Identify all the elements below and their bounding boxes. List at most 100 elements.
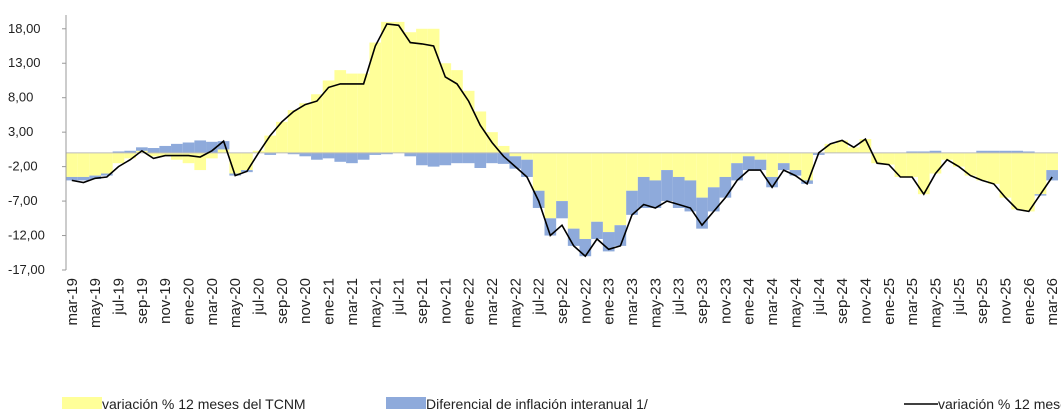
bar (89, 175, 102, 180)
bar (754, 152, 767, 160)
legend-swatch (62, 397, 102, 409)
bar (311, 152, 323, 160)
bar (1046, 152, 1058, 171)
bar (416, 152, 428, 166)
bar (124, 152, 137, 159)
bar (847, 147, 860, 153)
bar (766, 176, 778, 188)
x-tick-label: may-22 (507, 278, 524, 328)
bar (649, 152, 662, 181)
bar (521, 152, 533, 160)
bar (719, 176, 732, 198)
x-tick-label: nov-22 (577, 278, 594, 324)
bar (101, 152, 113, 174)
bar (987, 150, 1000, 153)
x-tick-label: mar-21 (344, 278, 361, 326)
bar (836, 140, 848, 153)
bar (952, 152, 965, 167)
y-tick-label: -12,00 (8, 228, 45, 243)
bar (112, 152, 125, 164)
bar (544, 218, 557, 236)
bar (999, 150, 1012, 153)
bar (731, 163, 743, 181)
bar (859, 139, 872, 153)
bar (171, 143, 183, 153)
x-tick-label: sep-23 (694, 278, 711, 324)
x-tick-label: ene-21 (321, 278, 338, 325)
bar (882, 152, 895, 165)
x-tick-label: mar-23 (624, 278, 641, 326)
bar (66, 152, 78, 177)
x-tick-label: mar-20 (204, 278, 221, 326)
bar (731, 152, 743, 164)
bar (182, 142, 195, 153)
bar (999, 152, 1012, 198)
bar (672, 176, 685, 208)
bar (112, 151, 125, 153)
bar (276, 121, 288, 153)
bar (147, 152, 160, 157)
bar (451, 70, 463, 153)
bar (287, 152, 300, 155)
bar (101, 173, 113, 176)
x-tick-label: sep-21 (414, 278, 431, 324)
bar (696, 197, 708, 229)
bar (229, 152, 242, 174)
bar (311, 94, 323, 153)
bar (824, 143, 837, 153)
bar (684, 180, 697, 212)
bar (591, 152, 603, 222)
bar (987, 152, 1000, 184)
bar (871, 152, 883, 164)
x-tick-label: jul-20 (251, 278, 268, 316)
bar (777, 152, 790, 164)
bar (346, 73, 358, 153)
bar (194, 152, 207, 171)
bar (742, 152, 755, 157)
bar (684, 152, 697, 181)
legend-label: variación % 12 meses del TCNM (102, 396, 306, 412)
bar (906, 152, 918, 177)
y-tick-label: -2,00 (8, 159, 38, 174)
bar (917, 152, 930, 195)
bar (241, 152, 253, 171)
bar (976, 150, 988, 153)
bar (194, 140, 207, 153)
bar (474, 111, 487, 153)
bar (556, 201, 568, 219)
x-tick-label: sep-20 (274, 278, 291, 324)
x-tick-label: nov-25 (997, 278, 1014, 324)
bar (369, 42, 382, 153)
bar (614, 152, 627, 226)
bar (509, 156, 522, 169)
bar (217, 141, 230, 150)
bar (637, 176, 650, 208)
x-tick-label: jul-25 (951, 278, 968, 316)
bar (906, 151, 918, 153)
bar (451, 152, 463, 164)
x-tick-label: nov-19 (157, 278, 174, 324)
bar (497, 152, 510, 164)
bar (497, 145, 510, 153)
bar (287, 110, 300, 153)
bar (719, 152, 732, 177)
x-tick-label: sep-22 (554, 278, 571, 324)
bar (649, 180, 662, 208)
bar (532, 152, 545, 191)
bar (334, 152, 347, 162)
x-tick-label: may-24 (787, 278, 804, 328)
bar (661, 152, 673, 171)
bar (626, 152, 638, 191)
x-tick-label: mar-19 (64, 278, 81, 326)
bar (147, 148, 160, 153)
bar (381, 21, 393, 153)
bar (322, 80, 335, 153)
bar (381, 152, 393, 155)
x-tick-label: nov-24 (857, 278, 874, 324)
bar (929, 152, 942, 174)
bar (439, 152, 452, 166)
x-tick-label: may-25 (927, 278, 944, 328)
x-tick-label: ene-25 (881, 278, 898, 325)
bar (369, 152, 382, 155)
x-tick-label: jul-19 (111, 278, 128, 316)
